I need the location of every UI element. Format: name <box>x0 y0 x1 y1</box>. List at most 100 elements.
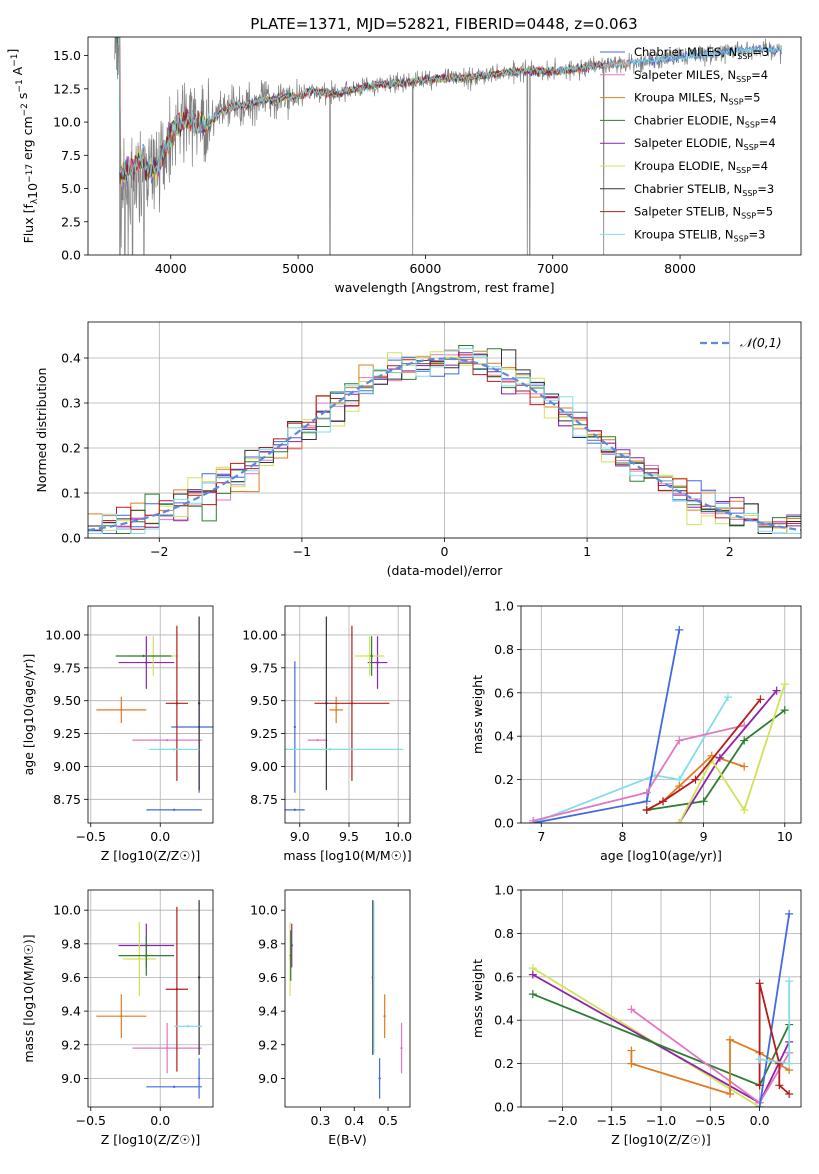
plus-marker <box>785 1089 794 1098</box>
spectrum-model-line <box>117 37 782 182</box>
y-tick-label: 0.3 <box>61 396 81 411</box>
data-point <box>383 1014 386 1018</box>
y-tick-label: 10.00 <box>242 627 278 642</box>
y-tick-label: 10.0 <box>53 115 81 130</box>
histogram-step <box>88 348 801 534</box>
series-line <box>758 913 791 1107</box>
x-tick-label: 0.5 <box>378 1113 398 1128</box>
y-tick-label: 10.0 <box>53 903 81 918</box>
x-tick-label: 8000 <box>664 261 696 276</box>
massweight-vs-age-axes: 7 8 9 10 0.0 0.2 0.4 0.6 0.8 1.0 age [log10(age/yr… <box>470 599 802 863</box>
spectrum-model-line <box>118 37 604 182</box>
spectrum-axes: 4000 5000 6000 7000 8000 0.0 2.5 5.0 7.5 10.0 12.5… <box>5 36 802 295</box>
y-axis-label: Normed distribution <box>34 368 49 493</box>
plus-marker <box>726 1089 735 1098</box>
x-tick-label: 9.0 <box>290 829 310 844</box>
axes-frame <box>87 36 802 256</box>
data-point <box>293 808 297 812</box>
x-tick-label: 0.4 <box>344 1113 364 1128</box>
y-tick-label: 1.0 <box>494 599 514 614</box>
y-tick-label: 8.75 <box>250 792 278 807</box>
x-tick-label: 6000 <box>409 261 441 276</box>
plus-marker <box>756 695 765 704</box>
x-axis-label: Z [log10(Z/Z☉)] <box>101 848 201 863</box>
series-line <box>532 967 761 1107</box>
y-axis-label: mass [log10(M/M☉)] <box>21 934 36 1062</box>
legend-label: Kroupa ELODIE, NSSP=4 <box>634 159 768 175</box>
spectrum-legend: Chabrier MILES, NSSP=3 Salpeter MILES, NS… <box>600 45 777 243</box>
normal-curve <box>88 357 801 532</box>
y-tick-label: 0.0 <box>494 816 514 831</box>
y-tick-label: 9.50 <box>53 693 81 708</box>
y-tick-label: 0.8 <box>494 926 514 941</box>
mass-vs-Z-axes: −0.5 0.0 9.0 9.2 9.4 9.6 9.8 10.0 Z [log10(Z/Z☉)… <box>21 889 214 1147</box>
series-line <box>678 683 786 823</box>
plot-area <box>88 345 801 534</box>
y-tick-label: 0.4 <box>494 1013 514 1028</box>
data-point <box>138 957 141 961</box>
plus-marker <box>529 816 538 823</box>
y-tick-label: 9.25 <box>250 726 278 741</box>
data-point <box>325 702 328 705</box>
x-tick-label: 9 <box>700 829 708 844</box>
plus-marker <box>740 736 749 745</box>
plus-marker <box>528 990 537 999</box>
series-line <box>532 696 729 823</box>
legend-label: 𝒩(0,1) <box>740 335 782 350</box>
x-tick-label: 10 <box>777 829 793 844</box>
plus-marker <box>642 788 651 797</box>
y-tick-label: 0.0 <box>61 531 81 546</box>
data-point <box>368 654 371 658</box>
data-point <box>197 976 201 979</box>
plus-marker <box>699 797 708 806</box>
y-tick-label: 0.2 <box>494 1056 514 1071</box>
y-tick-label: 8.75 <box>53 792 81 807</box>
x-tick-label: −2 <box>150 544 168 559</box>
y-tick-label: 12.5 <box>53 81 81 96</box>
axes-frame <box>284 889 411 1108</box>
x-tick-label: −2.0 <box>547 1113 577 1128</box>
x-axis-label: (data-model)/error <box>387 563 504 578</box>
plus-marker <box>755 1103 764 1107</box>
x-tick-label: 0 <box>441 544 449 559</box>
plus-marker <box>675 819 684 823</box>
legend-label: Kroupa MILES, NSSP=5 <box>634 91 760 107</box>
y-tick-label: 9.00 <box>250 759 278 774</box>
data-point <box>197 702 201 705</box>
plot-area <box>288 900 403 1099</box>
x-tick-label: −0.5 <box>76 829 106 844</box>
plus-marker <box>715 753 724 762</box>
axes-frame <box>520 889 802 1108</box>
y-tick-label: 9.2 <box>258 1037 278 1052</box>
x-tick-label: 2 <box>726 544 734 559</box>
legend-label: Chabrier STELIB, NSSP=3 <box>634 182 774 198</box>
age-vs-Z-axes: −0.5 0.0 8.75 9.00 9.25 9.50 9.75 10.00 Z [log10… <box>21 605 214 863</box>
legend-label: Chabrier ELODIE, NSSP=4 <box>634 113 777 129</box>
series-line <box>532 724 745 822</box>
y-tick-label: 9.4 <box>258 1004 278 1019</box>
y-tick-label: 9.75 <box>250 660 278 675</box>
plus-marker <box>785 977 794 986</box>
legend-label: Chabrier MILES, NSSP=3 <box>634 45 769 61</box>
y-axis-label: Flux [fλ10−17 erg cm−2 s−1 A−1] <box>5 49 40 244</box>
legend-label: Salpeter ELODIE, NSSP=4 <box>634 136 776 152</box>
plus-marker <box>675 736 684 745</box>
data-point <box>370 654 373 658</box>
y-tick-label: 9.4 <box>61 1004 81 1019</box>
y-tick-label: 1.0 <box>494 883 514 898</box>
y-tick-label: 9.0 <box>258 1071 278 1086</box>
x-tick-label: 0.3 <box>311 1113 331 1128</box>
y-tick-label: 10.0 <box>250 903 278 918</box>
x-axis-label: wavelength [Angstrom, rest frame] <box>334 280 554 295</box>
plus-marker <box>772 686 781 695</box>
data-point <box>172 1085 176 1089</box>
plot-area <box>285 616 404 812</box>
plus-marker <box>755 1081 764 1090</box>
age-vs-mass-axes: 9.0 9.5 10.0 8.75 9.00 9.25 9.50 9.75 10.00 mass … <box>242 605 412 863</box>
data-point <box>400 1046 403 1050</box>
y-axis-label: mass weight <box>470 959 485 1038</box>
data-point <box>376 661 379 664</box>
y-axis-label: age [log10(age/yr)] <box>21 654 36 776</box>
y-tick-label: 0.4 <box>494 729 514 744</box>
